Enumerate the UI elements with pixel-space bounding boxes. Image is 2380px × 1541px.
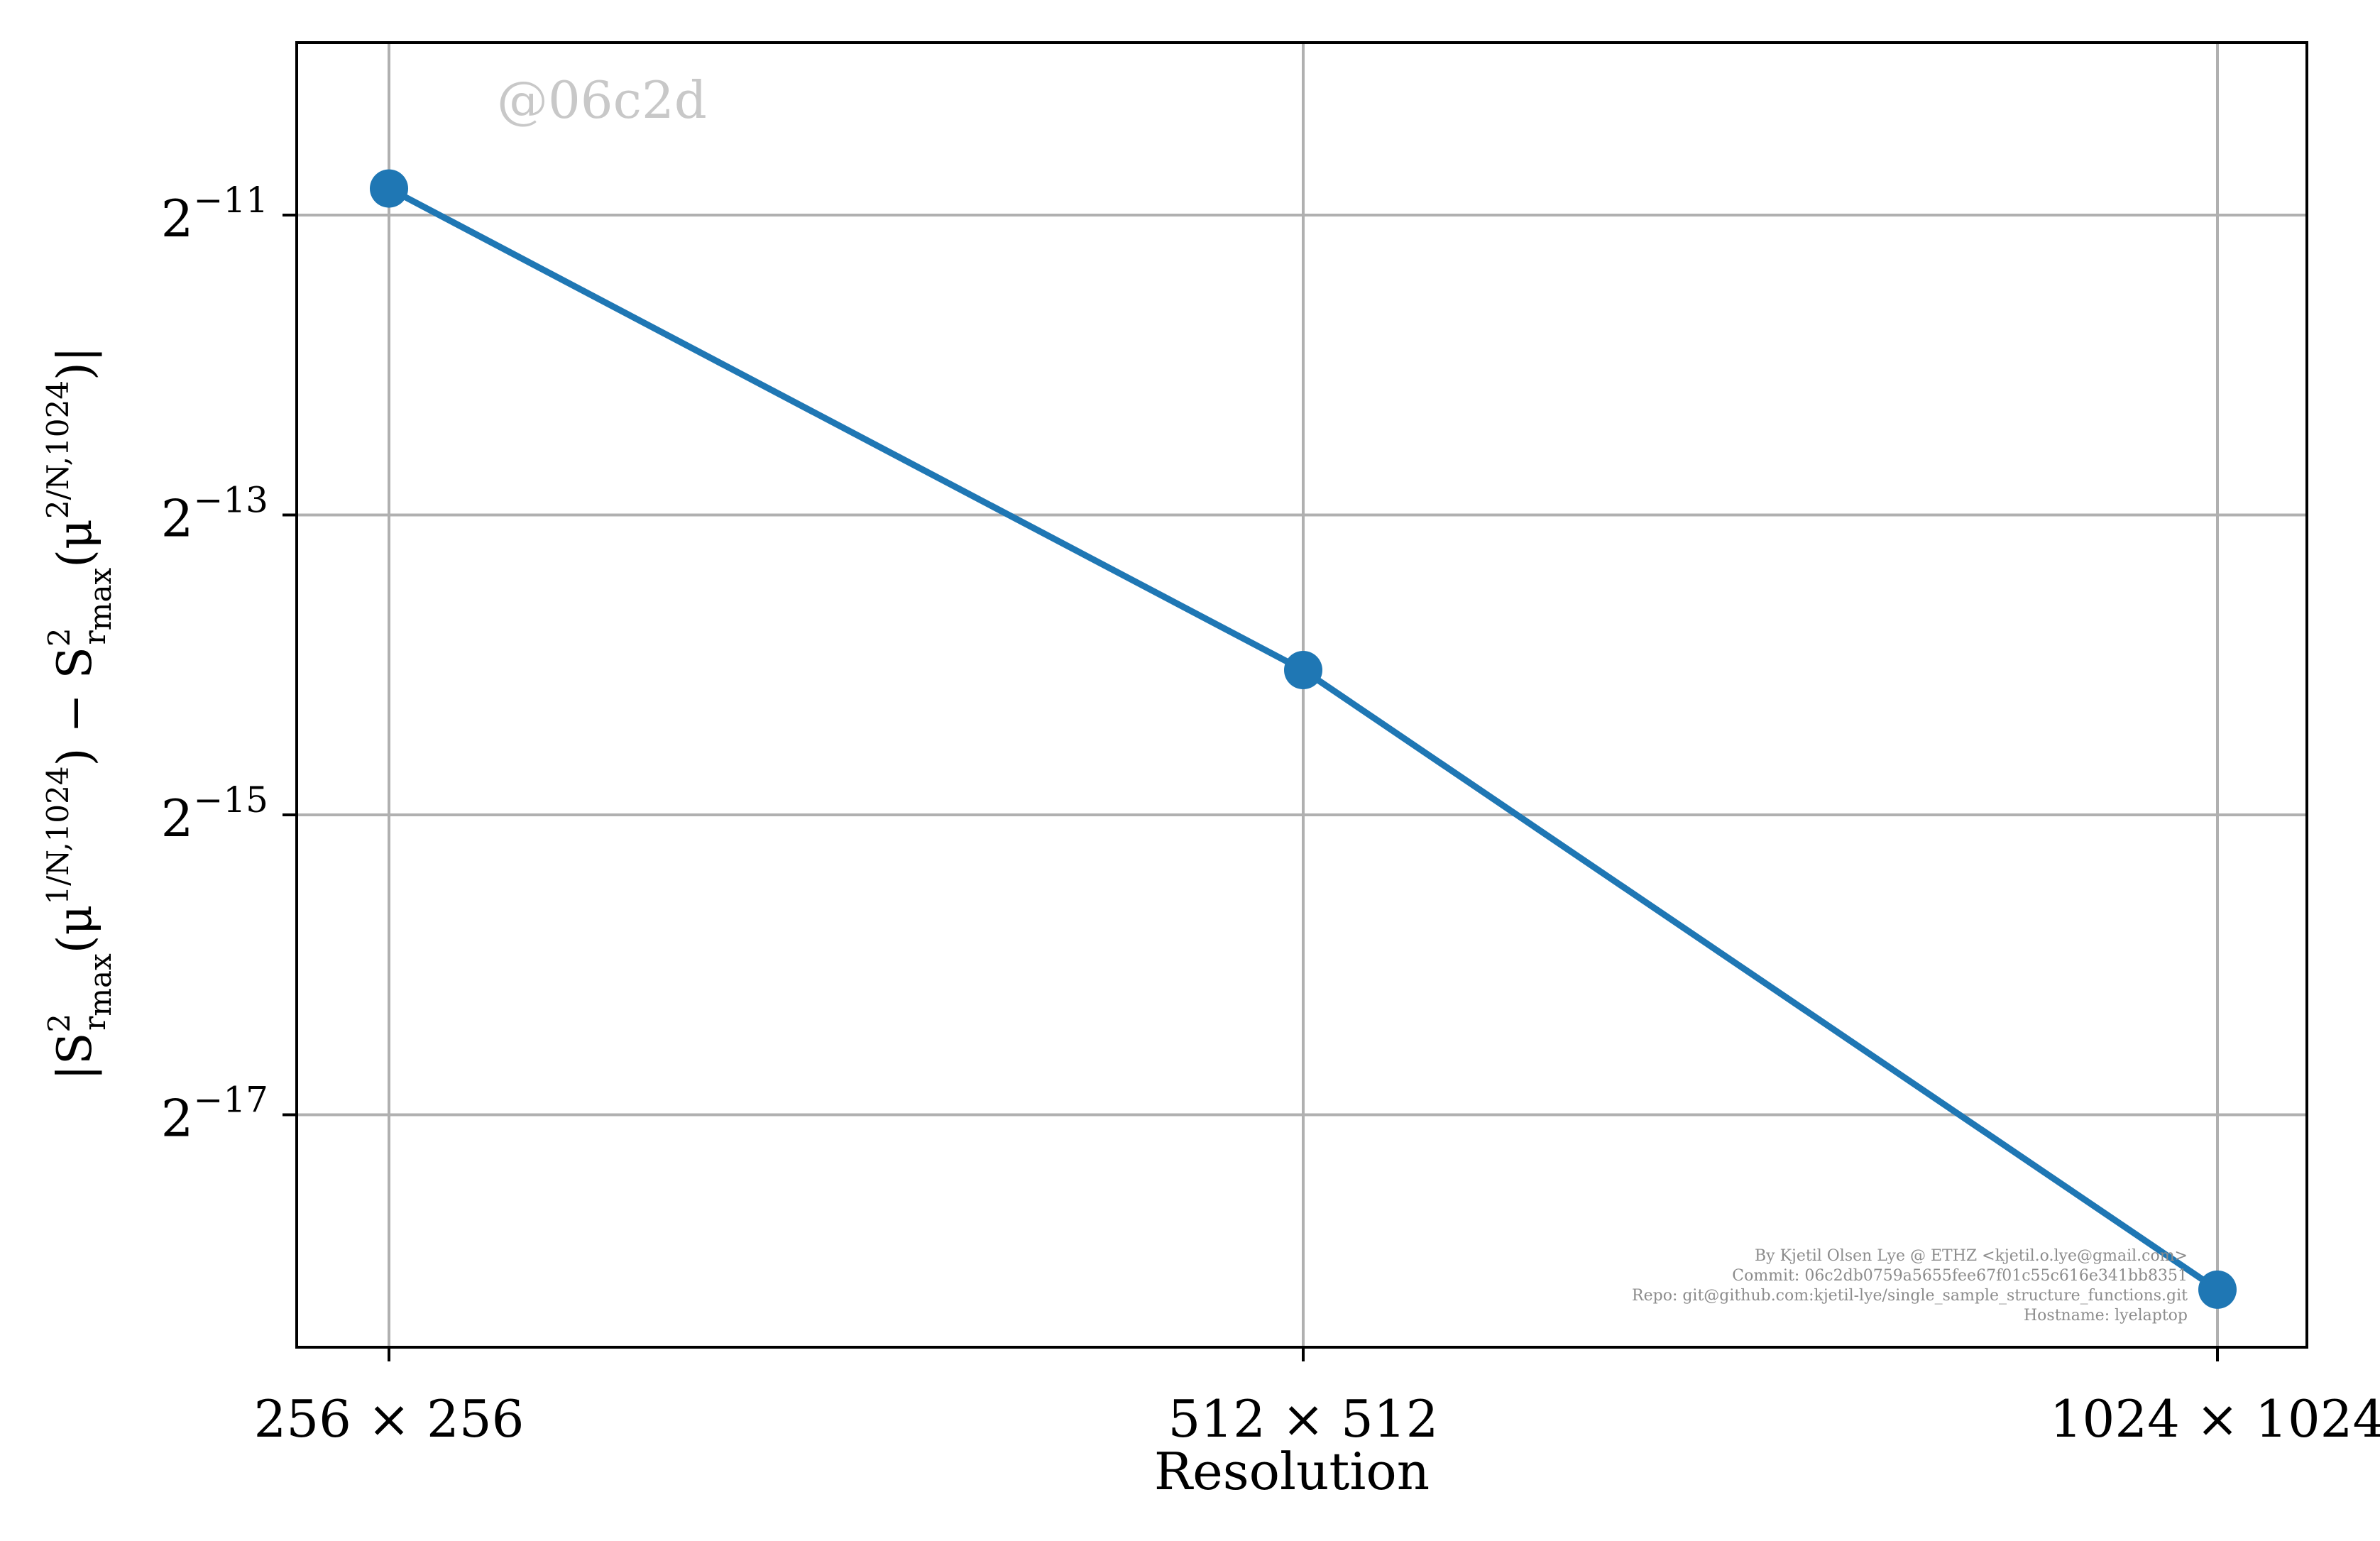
credit-line: Repo: git@github.com:kjetil-lye/single_s… [1632,1287,2188,1305]
y-tick-label: 2−15 [161,779,268,848]
y-title-minus: − S [48,647,102,747]
y-title-sub2: r [77,630,112,645]
data-point [2198,1270,2237,1309]
y-title-sub1: r [77,1016,112,1031]
credit-line: By Kjetil Olsen Lye @ ETHZ <kjetil.o.lye… [1755,1247,2188,1265]
credit-line: Hostname: lyelaptop [2024,1307,2188,1325]
y-title-subsub1: max [83,953,118,1016]
y-title-arg1-close: ) [48,748,102,767]
data-point [370,169,408,208]
y-tick-label: 2−13 [161,479,268,548]
x-tick-label: 256 × 256 [254,1389,525,1449]
grid-lines [297,43,2307,1347]
y-title-sup2: 2 [42,627,77,647]
y-title-arg2-sup: 2/N,1024 [40,380,75,519]
credit-line: Commit: 06c2db0759a5655fee67f01c55c616e3… [1732,1267,2188,1285]
series-layer [370,169,2237,1309]
ticks: 256 × 256 512 × 512 1024 × 1024 2−11 2−13 2−1… [161,180,2380,1449]
credits-block: By Kjetil Olsen Lye @ ETHZ <kjetil.o.lye… [1632,1247,2188,1325]
y-title-arg2-close: )| [48,346,102,380]
y-title-arg1-sup: 1/N,1024 [40,766,75,904]
y-tick-label: 2−11 [161,180,268,248]
x-tick-label: 512 × 512 [1168,1389,1439,1449]
y-title-subsub2: max [83,567,118,630]
y-tick-label: 2−17 [161,1080,268,1148]
y-title-arg1-open: (μ [48,905,102,954]
y-axis-title: |S2rmax(μ1/N,1024) − S2rmax(μ2/N,1024)| [40,346,118,1080]
y-title-arg2-open: (μ [48,519,102,568]
y-title-sup1: 2 [42,1014,77,1033]
watermark: @06c2d [497,70,707,130]
x-axis-title: Resolution [1154,1442,1430,1501]
data-point [1284,650,1322,689]
x-tick-label: 1024 × 1024 [2050,1389,2380,1449]
y-title-prefix: |S [48,1033,102,1080]
